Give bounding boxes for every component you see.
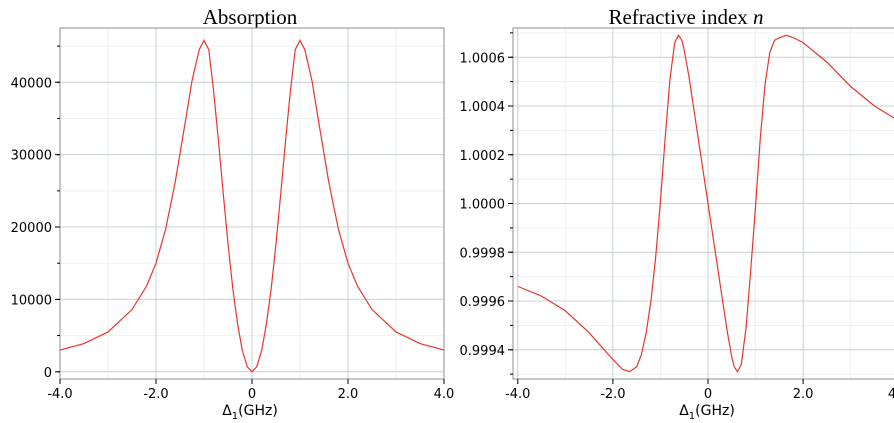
refractive-index-y-tick-label: 1.0000	[460, 198, 506, 213]
absorption-y-tick-label: 40000	[11, 76, 52, 91]
absorption-x-tick-label: 4.0	[434, 387, 455, 402]
absorption-x-tick-label: 0	[248, 387, 256, 402]
refractive-index-ticks	[508, 32, 804, 384]
absorption-y-tick-label: 20000	[11, 221, 52, 236]
refractive-index-x-tick-label: 2.0	[793, 387, 814, 402]
refractive-index-y-tick-label: 1.0002	[460, 149, 506, 164]
absorption-y-tick-label: 30000	[11, 149, 52, 164]
absorption-x-tick-label: -2.0	[143, 387, 168, 402]
absorption-x-tick-label: -4.0	[47, 387, 72, 402]
absorption-tick-labels: -4.0 -2.0 0 2.0 4.0 0 10000 20000 30000 40000	[11, 76, 455, 402]
refractive-index-x-tick-label: -2.0	[600, 387, 625, 402]
absorption-y-tick-label: 10000	[11, 293, 52, 308]
absorption-grid	[59, 28, 445, 379]
refractive-index-x-tick-label: 0	[704, 387, 712, 402]
refractive-index-x-axis-label: Δ1(GHz)	[679, 403, 735, 422]
absorption-ticks	[55, 45, 445, 384]
refractive-index-y-tick-label: 0.9996	[460, 295, 506, 310]
absorption-x-axis-label: Δ1(GHz)	[222, 403, 278, 422]
refractive-index-tick-labels: -4.0 -2.0 0 2.0 4.0 0.9994 0.9996 0.9998 1.0000 1…	[460, 51, 894, 402]
absorption-y-tick-label: 0	[44, 366, 52, 381]
refractive-index-title: Refractive index n	[608, 5, 763, 29]
absorption-curve	[59, 38, 445, 373]
refractive-index-grid	[513, 28, 894, 379]
refractive-index-y-tick-label: 1.0006	[460, 51, 506, 66]
refractive-index-y-tick-label: 0.9994	[460, 344, 506, 359]
refractive-index-curve	[517, 34, 894, 373]
refractive-index-x-tick-label: -4.0	[505, 387, 530, 402]
refractive-index-x-tick-label: 4.0	[888, 387, 894, 402]
absorption-x-tick-label: 2.0	[338, 387, 359, 402]
absorption-panel: Absorption -4.0 -2.0 0 2.0 4.0 0 10000 20000 300…	[11, 5, 455, 422]
absorption-title: Absorption	[203, 5, 298, 29]
refractive-index-y-tick-label: 1.0004	[460, 100, 506, 115]
absorption-series	[59, 38, 445, 373]
refractive-index-panel: Refractive index n -4.0 -2.0 0 2.0 4.0 0.9994…	[460, 5, 894, 422]
refractive-index-y-tick-label: 0.9998	[460, 246, 506, 261]
refractive-index-series	[517, 34, 894, 373]
